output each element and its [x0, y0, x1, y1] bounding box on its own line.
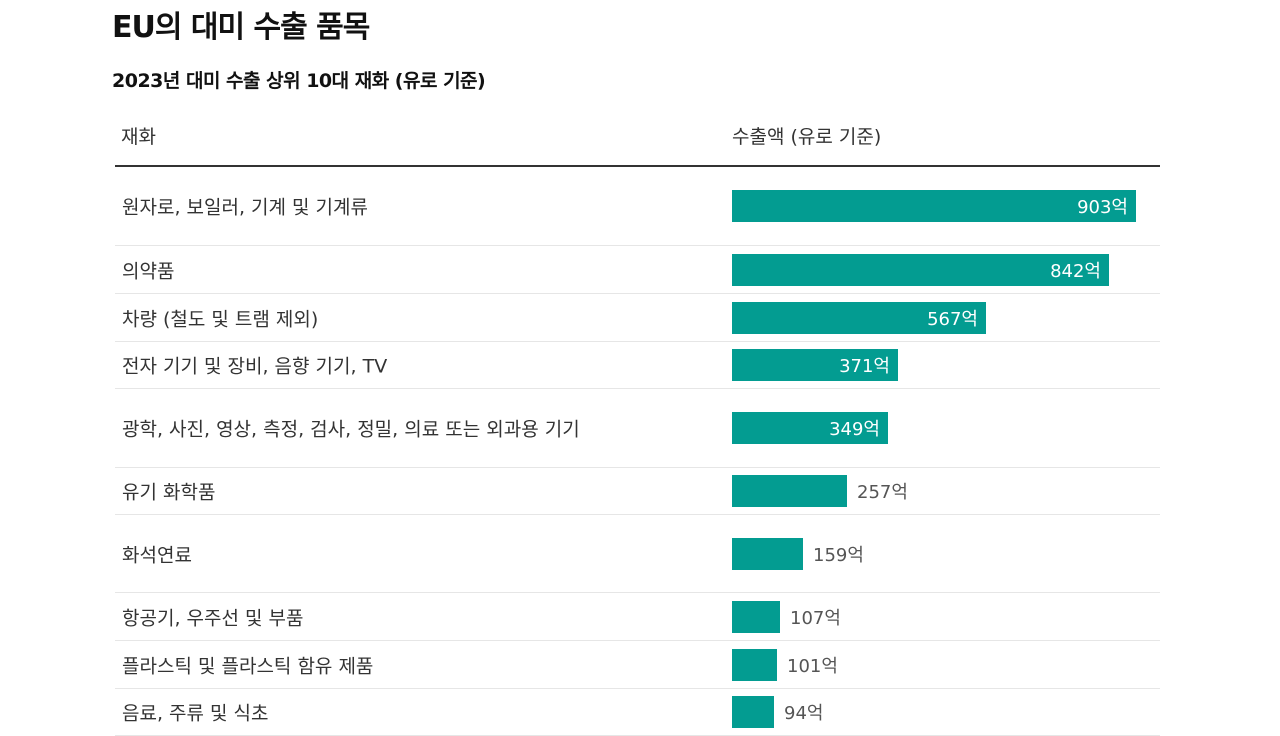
bar: [732, 600, 780, 633]
bar-value-label: 567억: [927, 308, 978, 330]
column-header-value: 수출액 (유로 기준): [732, 126, 882, 148]
chart-title: EU의 대미 수출 품목: [112, 10, 370, 45]
table-header: 재화 수출액 (유로 기준): [115, 112, 1160, 167]
table-row: 원자로, 보일러, 기계 및 기계류 903억: [115, 167, 1160, 246]
bar: [732, 648, 777, 681]
bar-value-label: 257억: [857, 482, 908, 503]
bar: [732, 475, 847, 507]
table-row: 플라스틱 및 플라스틱 함유 제품 101억: [115, 641, 1160, 689]
table-row: 차량 (철도 및 트램 제외) 567억: [115, 294, 1160, 342]
bar-value-label: 101억: [787, 655, 838, 677]
bar: [732, 537, 803, 570]
table-row: 광학, 사진, 영상, 측정, 검사, 정밀, 의료 또는 외과용 기기 349억: [115, 389, 1160, 468]
bar-value-label: 159억: [813, 544, 864, 566]
bar: [732, 349, 898, 381]
chart-subtitle: 2023년 대미 수출 상위 10대 재화 (유로 기준): [112, 70, 486, 92]
bar: [732, 696, 774, 728]
bar-value-label: 94억: [784, 703, 824, 724]
bar-value-label: 371억: [839, 356, 890, 377]
row-label: 광학, 사진, 영상, 측정, 검사, 정밀, 의료 또는 외과용 기기: [122, 418, 580, 441]
row-label: 음료, 주류 및 식초: [122, 702, 269, 725]
bar: [732, 190, 1136, 222]
bar: [732, 301, 986, 334]
table-row: 의약품 842억: [115, 246, 1160, 294]
row-label: 화석연료: [122, 544, 192, 566]
bar-value-label: 903억: [1077, 197, 1128, 218]
row-label: 전자 기기 및 장비, 음향 기기, TV: [122, 355, 388, 378]
bar-value-label: 842억: [1050, 260, 1101, 282]
table-row: 항공기, 우주선 및 부품 107억: [115, 593, 1160, 641]
table-row: 화석연료 159억: [115, 515, 1160, 593]
row-label: 차량 (철도 및 트램 제외): [122, 308, 319, 330]
row-label: 플라스틱 및 플라스틱 함유 제품: [122, 655, 374, 677]
bar: [732, 253, 1109, 286]
row-label: 의약품: [122, 260, 175, 282]
bar-value-label: 349억: [829, 419, 880, 440]
table-row: 전자 기기 및 장비, 음향 기기, TV 371억: [115, 342, 1160, 389]
bar-value-label: 107억: [790, 607, 841, 629]
table-row: 음료, 주류 및 식초 94억: [115, 689, 1160, 736]
row-label: 원자로, 보일러, 기계 및 기계류: [122, 196, 368, 219]
row-label: 항공기, 우주선 및 부품: [122, 607, 304, 629]
table-row: 유기 화학품 257억: [115, 468, 1160, 515]
row-label: 유기 화학품: [122, 481, 216, 504]
bar: [732, 412, 888, 444]
column-header-item: 재화: [121, 126, 156, 148]
